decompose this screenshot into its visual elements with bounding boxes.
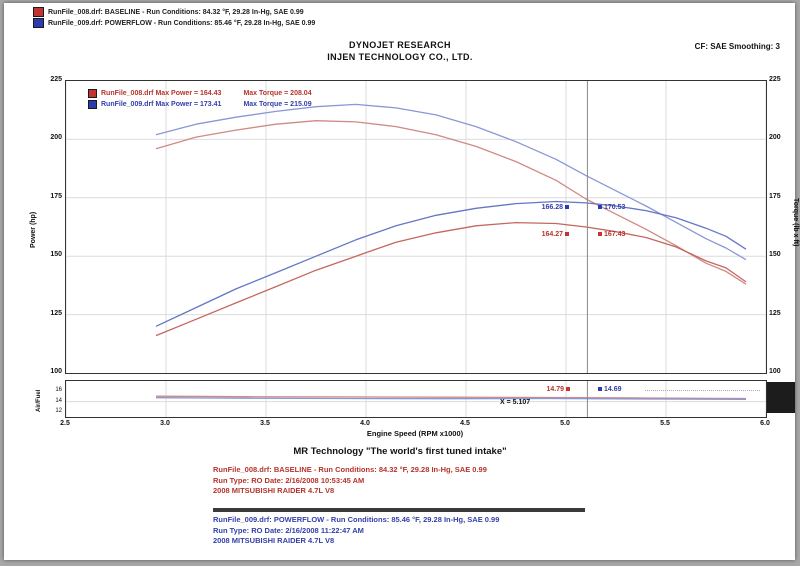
x-axis-tick: 6.0 <box>760 420 770 427</box>
header-run-baseline-label: RunFile_008.drf: BASELINE - Run Conditio… <box>48 8 304 16</box>
cursor-powerflow-left-callout: 166.28 <box>495 204 571 211</box>
cursor-baseline-left-callout: 164.27 <box>495 231 571 238</box>
baseline-run-info-block: RunFile_008.drf: BASELINE - Run Conditio… <box>213 465 487 497</box>
max-values-legend: RunFile_008.drf Max Power = 164.43 Max T… <box>88 88 312 110</box>
y-axis-tick-right: 150 <box>769 251 781 259</box>
header-run-baseline: RunFile_008.drf: BASELINE - Run Conditio… <box>33 7 304 17</box>
powerflow-swatch-icon <box>33 18 44 28</box>
x-axis-tick: 3.0 <box>160 420 170 427</box>
baseline-power-hp--curve <box>155 221 747 337</box>
baseline-run-line: 2008 MITSUBISHI RAIDER 4.7L V8 <box>213 486 335 495</box>
x-axis-tick: 5.5 <box>660 420 670 427</box>
cursor-baseline-left-value: 164.27 <box>541 231 563 238</box>
title-dynojet: DYNOJET RESEARCH <box>349 40 451 50</box>
y-axis-tick-right: 200 <box>769 134 781 142</box>
cursor-baseline-right-value: 167.43 <box>604 231 626 238</box>
air-fuel-plot <box>65 380 767 418</box>
legend-row-powerflow: RunFile_009.drf Max Power = 173.41 Max T… <box>88 99 312 110</box>
afr-right-label-block <box>767 382 795 413</box>
cursor-powerflow-right-value: 170.53 <box>604 204 626 211</box>
legend-baseline-file: RunFile_008.drf <box>101 90 154 97</box>
powerflow-run-line: RunFile_009.drf: POWERFLOW - Run Conditi… <box>213 515 500 524</box>
afr-axis-tick: 16 <box>55 387 62 394</box>
x-axis-tick: 2.5 <box>60 420 70 427</box>
y-axis-tick-right: 175 <box>769 192 781 200</box>
cursor-afr-baseline-value: 14.79 <box>546 386 564 393</box>
footer-separator-bar <box>213 508 585 512</box>
cursor-afr-powerflow-callout: 14.69 <box>596 386 622 393</box>
x-axis-title: Engine Speed (RPM x1000) <box>366 429 464 438</box>
title-injen: INJEN TECHNOLOGY CO., LTD. <box>327 52 473 62</box>
y-axis-tick-left: 175 <box>50 192 62 200</box>
baseline-run-line: RunFile_008.drf: BASELINE - Run Conditio… <box>213 465 487 474</box>
marker-square-icon <box>565 205 569 209</box>
x-axis-tick: 4.5 <box>460 420 470 427</box>
powerflow-run-line: 2008 MITSUBISHI RAIDER 4.7L V8 <box>213 536 335 545</box>
y-axis-tick-left: 200 <box>50 134 62 142</box>
powerflow-torque-lb-ft--curve <box>155 103 747 261</box>
power-torque-plot <box>65 80 767 374</box>
correction-smoothing-note: CF: SAE Smoothing: 3 <box>694 42 780 51</box>
y-axis-tick-left: 150 <box>50 251 62 259</box>
marker-square-icon <box>565 232 569 236</box>
afr-axis-title: Air/Fuel <box>36 389 42 412</box>
air-fuel-curves <box>65 381 767 417</box>
y-axis-tick-left: 225 <box>50 76 62 83</box>
cursor-powerflow-left-value: 166.28 <box>541 204 563 211</box>
header-run-powerflow: RunFile_009.drf: POWERFLOW - Run Conditi… <box>33 18 315 28</box>
legend-baseline-max-torque: Max Torque = 208.04 <box>243 90 312 97</box>
cursor-x-value: X = 5.107 <box>500 399 531 406</box>
powerflow-power-hp--curve <box>155 200 747 327</box>
cursor-baseline-right-callout: 167.43 <box>596 231 625 238</box>
cursor-afr-powerflow-value: 14.69 <box>604 386 622 393</box>
legend-powerflow-max-torque: Max Torque = 215.09 <box>243 101 312 108</box>
baseline-torque-lb-ft--curve <box>155 120 747 285</box>
marker-square-icon <box>598 232 602 236</box>
marker-square-icon <box>566 387 570 391</box>
header-run-powerflow-label: RunFile_009.drf: POWERFLOW - Run Conditi… <box>48 19 316 27</box>
powerflow-swatch-icon <box>88 100 97 109</box>
y-axis-tick-right: 225 <box>769 76 781 83</box>
power-torque-curves <box>65 81 767 373</box>
left-axis-title: Power (hp) <box>30 211 37 248</box>
legend-row-baseline: RunFile_008.drf Max Power = 164.43 Max T… <box>88 88 312 99</box>
y-axis-tick-right: 125 <box>769 309 781 317</box>
cursor-powerflow-right-callout: 170.53 <box>596 204 625 211</box>
powerflow-air-fuel-curve <box>155 397 747 400</box>
legend-powerflow-file: RunFile_009.drf <box>101 101 154 108</box>
baseline-swatch-icon <box>88 89 97 98</box>
y-axis-tick-left: 125 <box>50 309 62 317</box>
cursor-afr-baseline-callout: 14.79 <box>500 386 572 393</box>
marker-square-icon <box>598 387 602 391</box>
baseline-air-fuel-curve <box>155 395 747 400</box>
x-axis-tick: 4.0 <box>360 420 370 427</box>
afr-axis-tick: 14 <box>55 397 62 404</box>
afr-axis-tick: 12 <box>55 407 62 414</box>
y-axis-tick-right: 100 <box>769 368 781 375</box>
x-axis-tick: 3.5 <box>260 420 270 427</box>
powerflow-run-info-block: RunFile_009.drf: POWERFLOW - Run Conditi… <box>213 515 499 547</box>
baseline-run-line: Run Type: RO Date: 2/16/2008 10:53:45 AM <box>213 475 365 485</box>
powerflow-run-line: Run Type: RO Date: 2/16/2008 11:22:47 AM <box>213 525 364 535</box>
mr-technology-tagline: MR Technology "The world's first tuned i… <box>293 446 507 457</box>
baseline-swatch-icon <box>33 7 44 17</box>
right-axis-title: Torque (lb x ft) <box>792 198 799 247</box>
marker-square-icon <box>598 205 602 209</box>
afr-leader-line <box>645 390 760 391</box>
x-axis-tick: 5.0 <box>560 420 570 427</box>
legend-powerflow-max-power: Max Power = 173.41 <box>155 101 222 108</box>
legend-baseline-max-power: Max Power = 164.43 <box>155 90 222 97</box>
y-axis-tick-left: 100 <box>50 368 62 375</box>
